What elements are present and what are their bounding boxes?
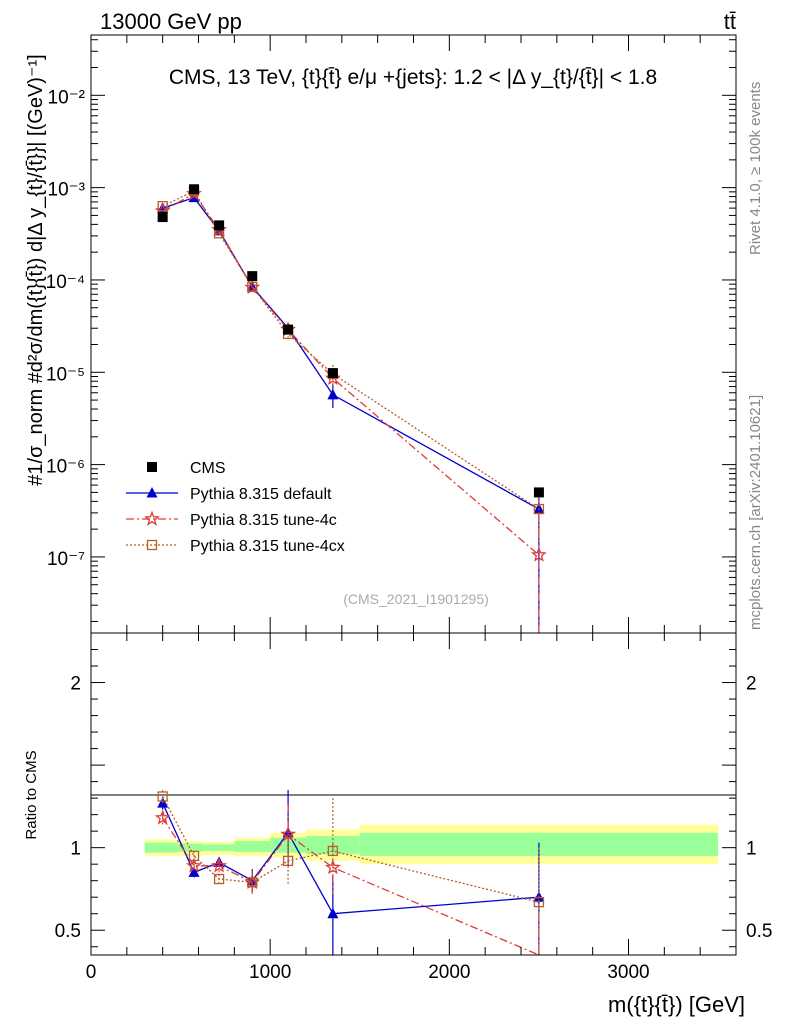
ratio-point: [213, 873, 225, 885]
x-tick-label: 2000: [428, 962, 470, 983]
analysis-id-watermark: (CMS_2021_I1901295): [343, 591, 489, 607]
main-series-1: [154, 185, 547, 633]
ratio-y-tick-label-right: 1: [746, 839, 757, 860]
legend-marker: [146, 487, 158, 498]
legend-marker: [144, 510, 160, 526]
y-tick-label: 10⁻⁵: [46, 364, 85, 385]
ratio-series-2: [157, 789, 545, 955]
ratio-point: [188, 866, 200, 877]
main-y-axis-label: #1/σ_norm #d²σ/dm({t}{t̄}) d|Δ y_{t}/{t̄…: [25, 54, 47, 485]
cms-data-point: [157, 212, 168, 223]
x-tick-label: 3000: [607, 962, 649, 983]
x-tick-label: 1000: [249, 962, 291, 983]
y-tick-label: 10⁻⁷: [47, 549, 85, 570]
main-point: [533, 503, 545, 515]
cms-data-point: [214, 220, 225, 231]
cms-data-point: [247, 271, 258, 282]
ratio-point: [157, 791, 168, 802]
legend-marker: [146, 539, 158, 551]
x-tick-label: 0: [86, 962, 97, 983]
ratio-point: [247, 877, 258, 888]
y-tick-label: 10⁻³: [48, 180, 86, 201]
chart-title: CMS, 13 TeV, {t}{t̄} e/μ +{jets}: 1.2 < …: [169, 66, 657, 89]
cms-data-point: [189, 184, 200, 195]
ratio-point: [154, 809, 171, 825]
main-point: [247, 281, 258, 293]
x-axis-label: m({t}{t̄}) [GeV]: [608, 992, 745, 1017]
header-energy-label: 13000 GeV pp: [100, 9, 242, 34]
main-point: [157, 201, 168, 212]
cms-data-point: [283, 324, 294, 335]
main-point: [327, 388, 339, 400]
cms-data-point: [327, 368, 338, 379]
header-process-label: tt̄: [724, 9, 736, 34]
y-tick-label: 10⁻⁶: [46, 457, 85, 478]
ratio-point: [186, 857, 202, 873]
mcplots-label: mcplots.cern.ch [arXiv:2401.10621]: [747, 395, 764, 630]
ratio-point: [327, 907, 339, 919]
ratio-point: [327, 845, 339, 857]
ratio-y-tick-label-right: 2: [746, 674, 757, 695]
legend: CMS Pythia 8.315 default Pythia 8.315 tune…: [126, 460, 345, 555]
cms-data-point: [533, 487, 544, 498]
ratio-panel: 2 21 10.5 0.50 1000 2000 3000 Ratio to CMS: [23, 632, 772, 983]
main-series-0: [157, 191, 545, 633]
uncertainty-band-inner: [144, 842, 177, 853]
ratio-point: [188, 850, 200, 862]
ratio-point: [533, 897, 545, 908]
uncertainty-band-inner: [202, 844, 235, 851]
legend-label: CMS: [190, 460, 226, 477]
legend-label: Pythia 8.315 tune-4c: [190, 512, 337, 529]
main-point: [533, 503, 545, 514]
legend-label: Pythia 8.315 tune-4cx: [190, 538, 345, 555]
legend-label: Pythia 8.315 default: [190, 486, 332, 503]
main-panel: 10⁻² 10⁻³ 10⁻⁴ 10⁻⁵ 10⁻⁶ 10⁻⁷ CMS, 13 TeV, {t…: [25, 34, 737, 634]
ratio-y-tick-label: 2: [70, 674, 81, 695]
main-point: [530, 546, 547, 562]
rivet-version-label: Rivet 4.1.0, ≥ 100k events: [747, 82, 764, 255]
ratio-y-axis-label: Ratio to CMS: [23, 750, 40, 839]
ratio-point: [280, 826, 297, 842]
legend-marker: [147, 462, 157, 472]
y-tick-label: 10⁻⁴: [46, 272, 85, 293]
ratio-y-tick-label-right: 0.5: [746, 921, 772, 942]
ratio-point: [211, 857, 228, 873]
ratio-y-tick-label: 1: [70, 839, 81, 860]
y-tick-label: 10⁻²: [48, 87, 86, 108]
uncertainty-band-inner: [234, 841, 271, 852]
ratio-point: [282, 855, 294, 867]
main-frame: [90, 34, 737, 634]
ratio-y-tick-label: 0.5: [55, 921, 81, 942]
ratio-series-0: [157, 789, 545, 955]
